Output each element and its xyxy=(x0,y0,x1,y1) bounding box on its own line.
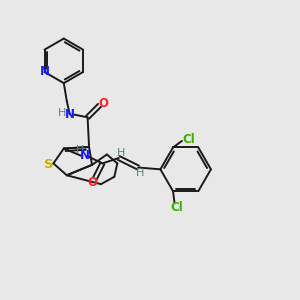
Text: N: N xyxy=(80,149,90,162)
Text: H: H xyxy=(76,145,85,155)
Text: H: H xyxy=(58,108,67,118)
Text: S: S xyxy=(44,158,53,171)
Text: O: O xyxy=(87,176,97,189)
Text: H: H xyxy=(136,168,144,178)
Text: O: O xyxy=(98,98,108,110)
Text: Cl: Cl xyxy=(182,133,195,146)
Text: N: N xyxy=(65,108,75,121)
Text: N: N xyxy=(40,65,50,79)
Text: Cl: Cl xyxy=(170,201,183,214)
Text: H: H xyxy=(117,148,125,158)
